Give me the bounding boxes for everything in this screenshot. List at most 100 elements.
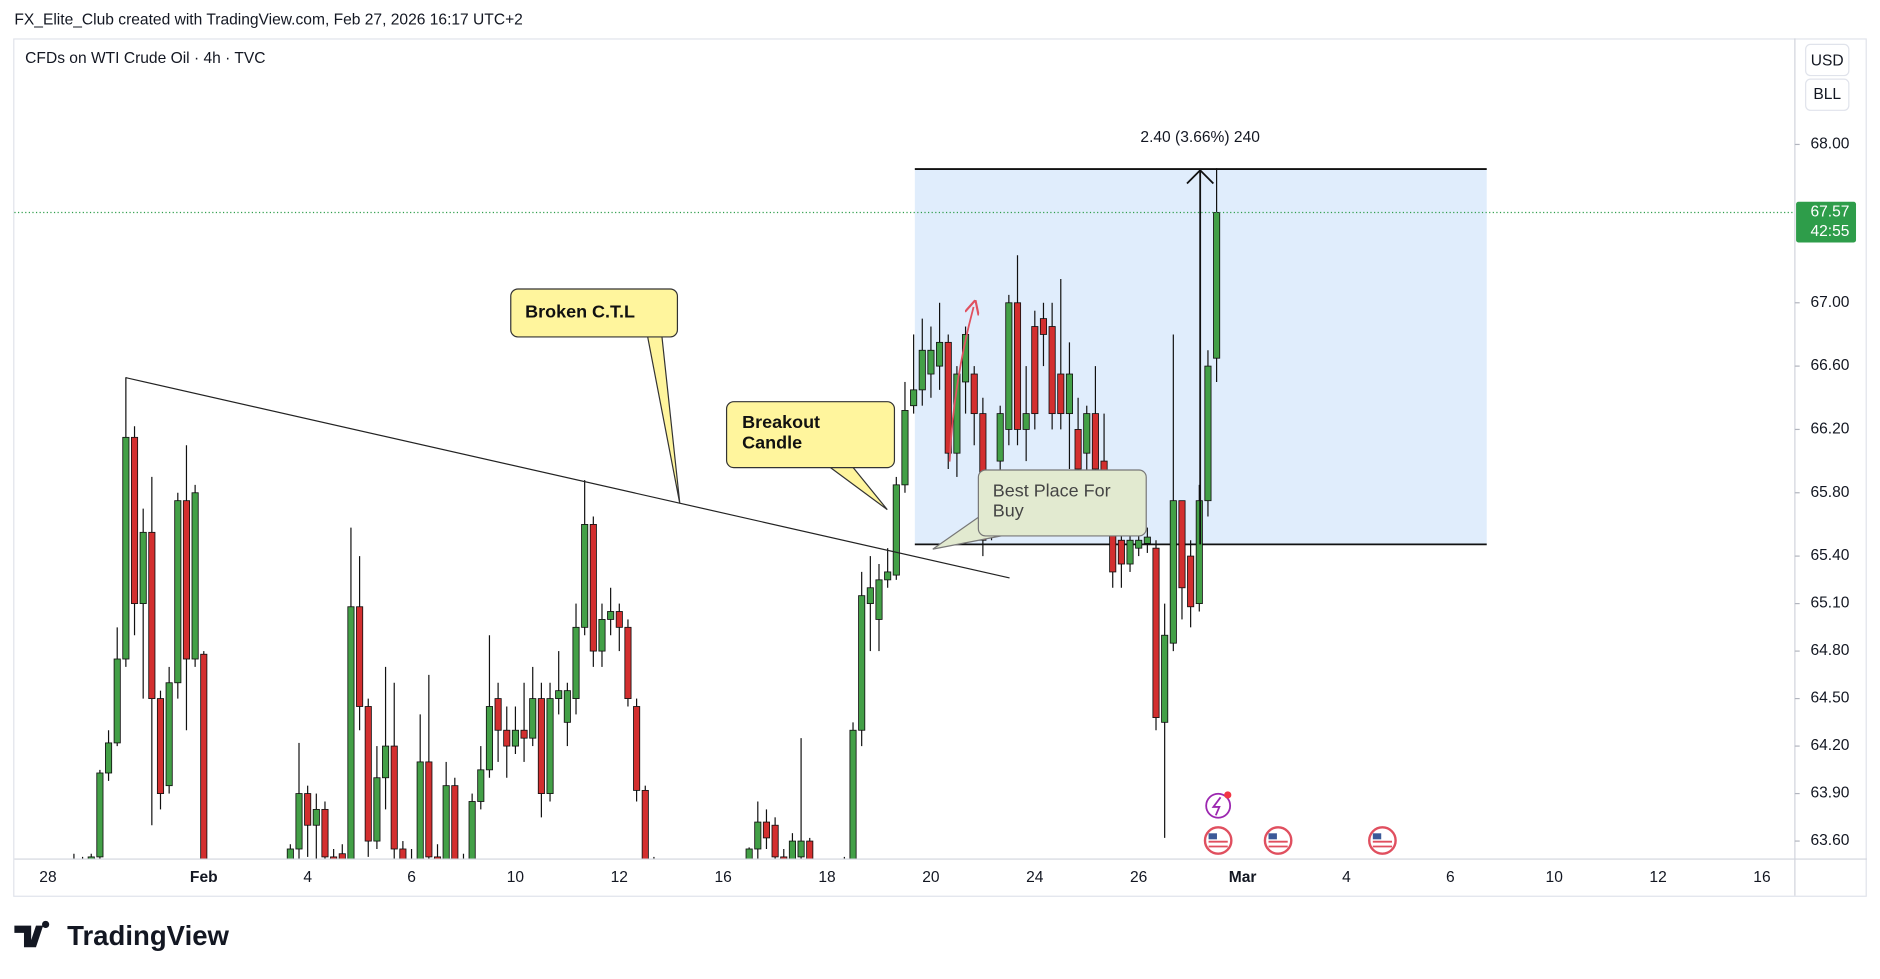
- candle-body: [156, 698, 165, 794]
- callout-text: Buy: [993, 501, 1024, 521]
- candle-body: [286, 848, 294, 859]
- flag-icon[interactable]: [1203, 826, 1233, 855]
- event-flags: [1203, 826, 1397, 855]
- candle-body: [529, 698, 537, 739]
- candle-body: [235, 901, 241, 912]
- y-tick-label: 64.50: [1810, 690, 1849, 707]
- candle-body: [295, 793, 303, 850]
- currency-button[interactable]: [1805, 43, 1850, 77]
- candle-body: [511, 729, 519, 747]
- candle-body: [105, 742, 113, 774]
- candle-body: [227, 896, 233, 912]
- x-tick-label: 28: [39, 869, 56, 886]
- candle-body: [200, 653, 208, 859]
- candle-body: [996, 413, 1004, 462]
- candle-body: [1204, 365, 1212, 502]
- candle-body: [261, 881, 267, 892]
- candle-body: [356, 606, 364, 707]
- callout-box: [977, 469, 1147, 537]
- y-tick-label: 65.80: [1810, 484, 1849, 501]
- candle-body: [321, 808, 329, 858]
- x-tick-label: 20: [922, 869, 940, 886]
- chart-frame: [13, 38, 1867, 897]
- unit[interactable]: BLL: [1813, 86, 1841, 103]
- y-tick-label: 67.00: [1810, 294, 1849, 311]
- y-tick-label: 68.00: [1810, 136, 1849, 153]
- callout-text: Broken C.T.L: [525, 302, 635, 322]
- candle-body: [1091, 413, 1099, 470]
- flag-icon[interactable]: [1368, 826, 1397, 855]
- candle-body: [330, 856, 338, 859]
- candle-body: [182, 500, 191, 660]
- candle-body: [1057, 373, 1065, 415]
- plot-area: [62, 168, 1221, 917]
- candle-body: [936, 341, 944, 367]
- measure-arrow-head: [1186, 168, 1215, 185]
- candle-body: [113, 658, 121, 744]
- candle-body: [62, 866, 68, 875]
- candle-body: [927, 349, 935, 375]
- candle-body: [668, 904, 674, 917]
- x-tick-label: 26: [1130, 869, 1147, 886]
- candle-body: [849, 729, 857, 859]
- unit-button[interactable]: [1805, 78, 1850, 111]
- x-tick-label: 6: [1446, 869, 1455, 886]
- callout-box: [510, 288, 679, 338]
- candle-body: [79, 860, 85, 873]
- callout-box: [725, 401, 896, 469]
- x-tick-label: 10: [507, 869, 525, 886]
- candle-body: [253, 889, 259, 892]
- red-arrow: [948, 307, 974, 462]
- candle-body: [598, 619, 606, 652]
- candle-body: [442, 785, 450, 859]
- candle-body: [737, 870, 743, 881]
- candle-body: [624, 626, 632, 700]
- candle-body: [433, 856, 442, 859]
- candle-body: [892, 484, 900, 576]
- candle-body: [87, 856, 95, 859]
- candle-body: [910, 389, 918, 407]
- candle-body: [563, 690, 571, 723]
- flag-icon[interactable]: [1263, 826, 1293, 855]
- x-tick-label: 18: [818, 869, 835, 886]
- last-price-tag: [1796, 201, 1857, 243]
- candle-body: [1152, 547, 1160, 719]
- candle-body: [390, 745, 398, 850]
- candle-body: [477, 769, 485, 802]
- x-tick-label: 16: [1753, 869, 1770, 886]
- candle-body: [858, 595, 866, 731]
- candle-body: [338, 853, 346, 859]
- candle-body: [139, 531, 147, 605]
- candle-body: [884, 571, 892, 581]
- flag-canton: [1208, 833, 1217, 840]
- candle-body: [1065, 373, 1073, 415]
- candle-body: [122, 436, 130, 660]
- candle-body: [174, 500, 182, 684]
- callout-text: Candle: [742, 432, 802, 452]
- candle-body: [1135, 539, 1143, 549]
- candle-body: [555, 690, 563, 700]
- candle-body: [944, 341, 952, 454]
- y-tick-label: 65.40: [1810, 547, 1849, 564]
- y-tick-label: 66.60: [1810, 357, 1849, 374]
- candle-body: [270, 881, 276, 886]
- currency[interactable]: USD: [1811, 52, 1844, 69]
- last-price-label: 67.57: [1810, 204, 1849, 221]
- candle-body: [451, 785, 459, 859]
- event-icon[interactable]: [1205, 792, 1232, 819]
- candle-body: [1039, 318, 1048, 335]
- candle-body: [244, 889, 250, 902]
- flag-canton: [1268, 833, 1277, 840]
- candle-body: [312, 808, 320, 826]
- candle-body: [165, 682, 173, 787]
- event-icon-bolt: [1211, 796, 1222, 816]
- candle-body: [1213, 212, 1221, 359]
- x-tick-label: 6: [407, 869, 416, 886]
- candle-body: [1126, 539, 1134, 565]
- candle-body: [1074, 429, 1082, 470]
- y-tick-label: 64.20: [1810, 737, 1849, 754]
- event-dot: [1224, 791, 1232, 799]
- y-tick-label: 63.60: [1810, 832, 1849, 849]
- flag-canton: [1372, 833, 1382, 840]
- candle-body: [806, 840, 814, 859]
